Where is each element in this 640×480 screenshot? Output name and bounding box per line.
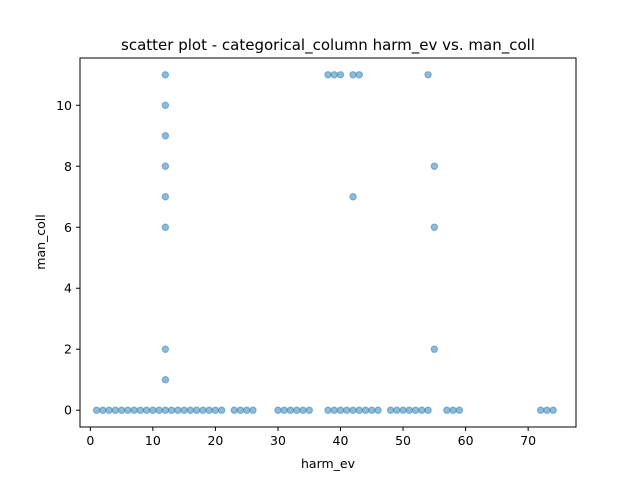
data-point: [336, 406, 345, 414]
data-point: [393, 406, 401, 414]
data-point: [349, 71, 357, 79]
x-tick-label: 60: [458, 433, 474, 448]
data-point: [330, 71, 338, 79]
plot-area-frame: [79, 57, 577, 428]
data-point: [161, 406, 170, 414]
data-point: [174, 406, 182, 414]
x-tick-label: 0: [86, 433, 94, 448]
y-axis-ticks: 0 2 4 6 8 10: [56, 98, 80, 418]
y-tick-label: 6: [64, 220, 72, 235]
data-point: [536, 406, 545, 414]
data-point: [205, 406, 213, 414]
data-point: [92, 406, 101, 414]
data-point: [330, 406, 338, 414]
data-point: [105, 406, 113, 414]
y-tick-label: 10: [56, 98, 72, 113]
data-point: [424, 406, 432, 414]
x-tick-label: 30: [270, 433, 286, 448]
data-point: [167, 406, 176, 414]
data-point: [149, 406, 157, 414]
data-point: [161, 376, 170, 384]
data-point: [236, 406, 245, 414]
data-point: [142, 406, 151, 414]
x-axis-ticks: 0 10 20 30 40 50 60 70: [86, 427, 536, 448]
y-tick-label: 0: [64, 403, 72, 418]
data-point: [186, 406, 195, 414]
data-point: [324, 71, 332, 79]
chart-title: scatter plot - categorical_column harm_e…: [121, 36, 535, 55]
data-point: [161, 71, 170, 79]
data-point: [180, 406, 188, 414]
x-tick-label: 10: [145, 433, 161, 448]
data-point: [155, 406, 163, 414]
data-point: [336, 71, 345, 79]
data-point: [161, 132, 170, 140]
data-point: [355, 71, 363, 79]
x-tick-label: 70: [520, 433, 536, 448]
data-point: [430, 345, 439, 353]
data-point: [242, 406, 251, 414]
x-tick-label: 20: [207, 433, 223, 448]
data-point: [305, 406, 313, 414]
data-point: [299, 406, 307, 414]
data-point: [286, 406, 295, 414]
data-point: [192, 406, 201, 414]
data-point: [443, 406, 451, 414]
data-point: [111, 406, 120, 414]
y-tick-label: 4: [64, 281, 72, 296]
data-point: [430, 162, 439, 170]
y-tick-label: 2: [64, 342, 72, 357]
data-point: [230, 406, 238, 414]
data-point: [411, 406, 420, 414]
data-point: [161, 223, 170, 231]
data-point: [161, 101, 170, 109]
data-point: [405, 406, 414, 414]
data-point: [386, 406, 395, 414]
data-point: [136, 406, 145, 414]
data-point: [324, 406, 332, 414]
data-point: [399, 406, 407, 414]
data-point: [455, 406, 464, 414]
data-point: [161, 193, 170, 201]
data-point: [161, 162, 170, 170]
data-point: [543, 406, 551, 414]
data-point: [274, 406, 282, 414]
y-tick-label: 8: [64, 159, 72, 174]
data-point: [99, 406, 107, 414]
data-point: [280, 406, 288, 414]
data-point: [549, 406, 557, 414]
data-point: [349, 193, 357, 201]
data-point: [117, 406, 126, 414]
x-tick-label: 50: [395, 433, 411, 448]
x-tick-label: 40: [333, 433, 349, 448]
x-axis-label: harm_ev: [301, 456, 356, 471]
data-point: [449, 406, 457, 414]
data-point: [124, 406, 132, 414]
data-point: [374, 406, 382, 414]
data-point: [361, 406, 370, 414]
data-point: [161, 345, 170, 353]
data-point: [424, 71, 432, 79]
data-point: [355, 406, 363, 414]
data-point: [211, 406, 220, 414]
data-point: [349, 406, 357, 414]
data-point: [130, 406, 138, 414]
data-point: [249, 406, 257, 414]
data-point: [418, 406, 426, 414]
data-point: [368, 406, 376, 414]
data-point: [430, 223, 439, 231]
data-point: [343, 406, 351, 414]
data-point: [217, 406, 226, 414]
data-point: [199, 406, 207, 414]
data-points: [92, 71, 557, 414]
data-point: [293, 406, 301, 414]
y-axis-label: man_coll: [33, 214, 48, 269]
